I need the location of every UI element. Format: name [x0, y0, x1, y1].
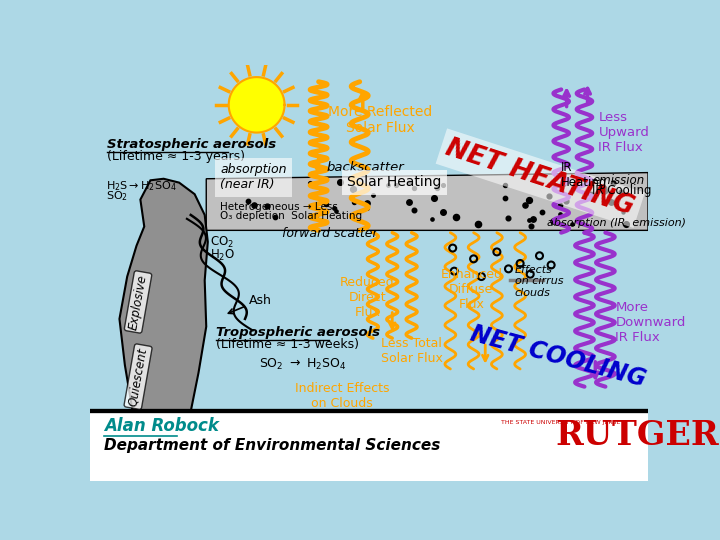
Text: SO$_2$: SO$_2$: [106, 190, 127, 204]
Text: forward scatter: forward scatter: [282, 226, 378, 240]
Text: Enhanced
Diffuse
Flux: Enhanced Diffuse Flux: [441, 268, 503, 311]
Text: O₃ depletion  Solar Heating: O₃ depletion Solar Heating: [220, 211, 362, 221]
Text: CO$_2$: CO$_2$: [210, 235, 234, 250]
Polygon shape: [229, 77, 284, 132]
Text: Less Total
Solar Flux: Less Total Solar Flux: [381, 338, 443, 365]
Text: SO$_2$ $\rightarrow$ H$_2$SO$_4$: SO$_2$ $\rightarrow$ H$_2$SO$_4$: [259, 357, 346, 372]
Text: absorption
(near IR): absorption (near IR): [220, 163, 287, 191]
Text: More
Downward
IR Flux: More Downward IR Flux: [616, 301, 686, 345]
Text: Stratospheric aerosols: Stratospheric aerosols: [107, 138, 276, 151]
Text: Less
Upward
IR Flux: Less Upward IR Flux: [598, 111, 649, 154]
Text: H$_2$S$\rightarrow$H$_2$SO$_4$: H$_2$S$\rightarrow$H$_2$SO$_4$: [106, 179, 176, 193]
Text: Quiescent: Quiescent: [127, 346, 150, 407]
Text: IR
Heating: IR Heating: [561, 161, 608, 190]
Text: (Lifetime ≈ 1-3 weeks): (Lifetime ≈ 1-3 weeks): [215, 338, 359, 351]
Text: Effects
on cirrus
clouds: Effects on cirrus clouds: [515, 265, 563, 298]
Text: RUTGERS: RUTGERS: [555, 419, 720, 452]
Text: (Lifetime ≈ 1-3 years): (Lifetime ≈ 1-3 years): [107, 150, 245, 163]
Text: absorption (IR  emission): absorption (IR emission): [547, 219, 686, 228]
Text: Heterogeneous → Less: Heterogeneous → Less: [220, 201, 338, 212]
Text: THE STATE UNIVERSITY OF NEW JERSEY: THE STATE UNIVERSITY OF NEW JERSEY: [501, 420, 624, 424]
Text: Solar Heating: Solar Heating: [347, 176, 441, 190]
Text: IR Cooling: IR Cooling: [593, 184, 652, 197]
Polygon shape: [120, 179, 208, 411]
Text: Department of Environmental Sciences: Department of Environmental Sciences: [104, 438, 441, 453]
Polygon shape: [206, 173, 648, 231]
Text: Ash: Ash: [228, 294, 271, 314]
Text: Indirect Effects
on Clouds: Indirect Effects on Clouds: [294, 382, 389, 410]
Text: Reduced
Direct
Flux: Reduced Direct Flux: [340, 276, 395, 319]
Text: More Reflected
Solar Flux: More Reflected Solar Flux: [328, 105, 433, 136]
Text: backscatter: backscatter: [326, 161, 404, 174]
Text: NET HEATING: NET HEATING: [443, 136, 638, 221]
Text: emission: emission: [593, 174, 644, 187]
Text: H$_2$O: H$_2$O: [210, 248, 235, 263]
Bar: [90, 416, 648, 481]
Text: Tropospheric aerosols: Tropospheric aerosols: [215, 326, 379, 339]
Bar: [90, 411, 648, 481]
Text: Alan Robock: Alan Robock: [104, 417, 219, 435]
Text: Explosive: Explosive: [127, 273, 149, 330]
Text: NET COOLING: NET COOLING: [468, 322, 649, 392]
